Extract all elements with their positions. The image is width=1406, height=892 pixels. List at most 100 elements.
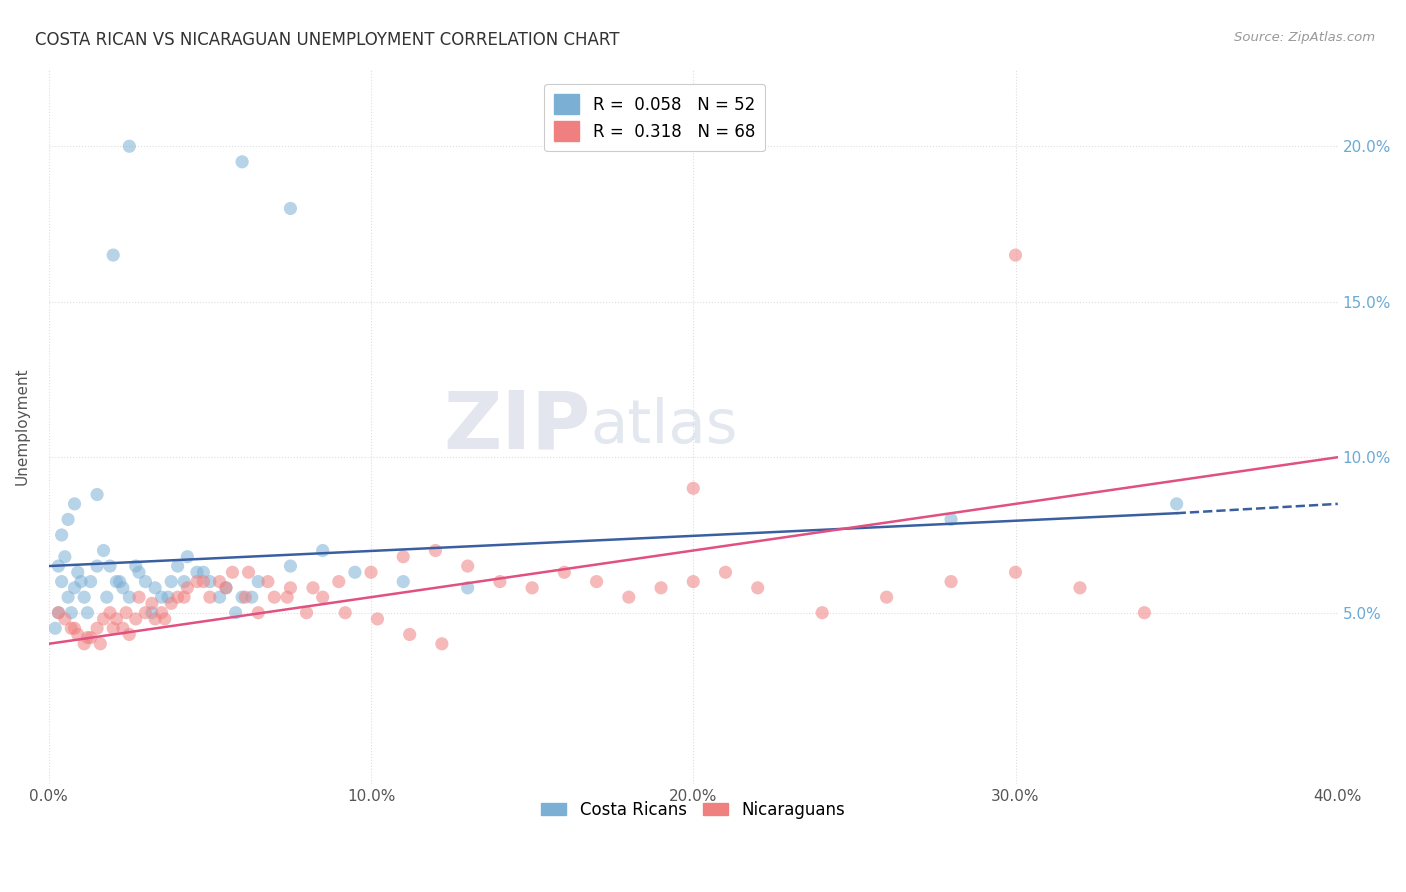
Point (360, 566, 382, 580)
Point (176, 581, 198, 595)
Point (221, 566, 243, 580)
Point (60, 621, 83, 635)
Point (1004, 248, 1026, 262)
Point (141, 606, 163, 620)
Point (63, 497, 86, 511)
Point (392, 574, 415, 589)
Point (86, 621, 108, 635)
Point (160, 574, 183, 589)
Point (215, 581, 238, 595)
Text: ZIP: ZIP (443, 387, 591, 465)
Point (186, 574, 208, 589)
Point (44, 621, 66, 635)
Point (747, 581, 769, 595)
Point (233, 590, 256, 604)
Point (295, 606, 318, 620)
Point (457, 581, 479, 595)
Point (118, 139, 141, 153)
Point (939, 512, 962, 526)
Point (66, 627, 89, 641)
Point (280, 559, 302, 574)
Point (60, 606, 83, 620)
Legend: Costa Ricans, Nicaraguans: Costa Ricans, Nicaraguans (534, 794, 852, 825)
Point (105, 574, 128, 589)
Point (166, 559, 188, 574)
Point (48, 559, 70, 574)
Point (328, 574, 350, 589)
Point (150, 606, 173, 620)
Point (93, 543, 115, 558)
Point (156, 590, 179, 604)
Point (93, 612, 115, 626)
Point (238, 566, 260, 580)
Point (617, 590, 640, 604)
Point (1069, 581, 1091, 595)
Point (111, 621, 134, 635)
Point (66, 566, 89, 580)
Point (682, 481, 704, 495)
Point (173, 590, 195, 604)
Point (193, 566, 215, 580)
Point (489, 574, 512, 589)
Point (166, 590, 188, 604)
Point (215, 581, 238, 595)
Point (225, 606, 247, 620)
Point (56, 590, 79, 604)
Point (198, 574, 221, 589)
Point (311, 590, 333, 604)
Point (457, 559, 479, 574)
Point (247, 606, 270, 620)
Point (143, 612, 166, 626)
Point (280, 202, 302, 216)
Point (118, 590, 141, 604)
Point (682, 574, 704, 589)
Point (1166, 497, 1188, 511)
Text: Source: ZipAtlas.com: Source: ZipAtlas.com (1234, 31, 1375, 45)
Point (111, 581, 134, 595)
Point (53, 549, 76, 564)
Point (125, 559, 148, 574)
Point (98, 606, 121, 620)
Point (343, 566, 366, 580)
Point (143, 581, 166, 595)
Point (103, 248, 125, 262)
Point (231, 154, 253, 169)
Point (128, 590, 150, 604)
Point (73, 637, 96, 651)
Point (56, 512, 79, 526)
Point (63, 621, 86, 635)
Point (160, 596, 183, 610)
Point (231, 590, 253, 604)
Point (208, 574, 231, 589)
Point (86, 559, 108, 574)
Point (150, 590, 173, 604)
Point (198, 590, 221, 604)
Point (48, 606, 70, 620)
Point (939, 574, 962, 589)
Point (79, 574, 101, 589)
Point (520, 581, 543, 595)
Point (96, 590, 118, 604)
Point (125, 612, 148, 626)
Point (128, 566, 150, 580)
Point (51, 574, 73, 589)
Text: COSTA RICAN VS NICARAGUAN UNEMPLOYMENT CORRELATION CHART: COSTA RICAN VS NICARAGUAN UNEMPLOYMENT C… (35, 31, 620, 49)
Point (276, 590, 298, 604)
Point (76, 631, 98, 645)
Point (257, 574, 280, 589)
Point (134, 606, 156, 620)
Point (70, 574, 93, 589)
Point (51, 528, 73, 542)
Point (335, 606, 357, 620)
Point (176, 549, 198, 564)
Point (311, 543, 333, 558)
Point (811, 606, 834, 620)
Point (876, 590, 898, 604)
Point (73, 590, 96, 604)
Point (366, 612, 388, 626)
Point (108, 574, 131, 589)
Point (79, 631, 101, 645)
Point (398, 627, 420, 641)
Point (118, 627, 141, 641)
Point (76, 606, 98, 620)
